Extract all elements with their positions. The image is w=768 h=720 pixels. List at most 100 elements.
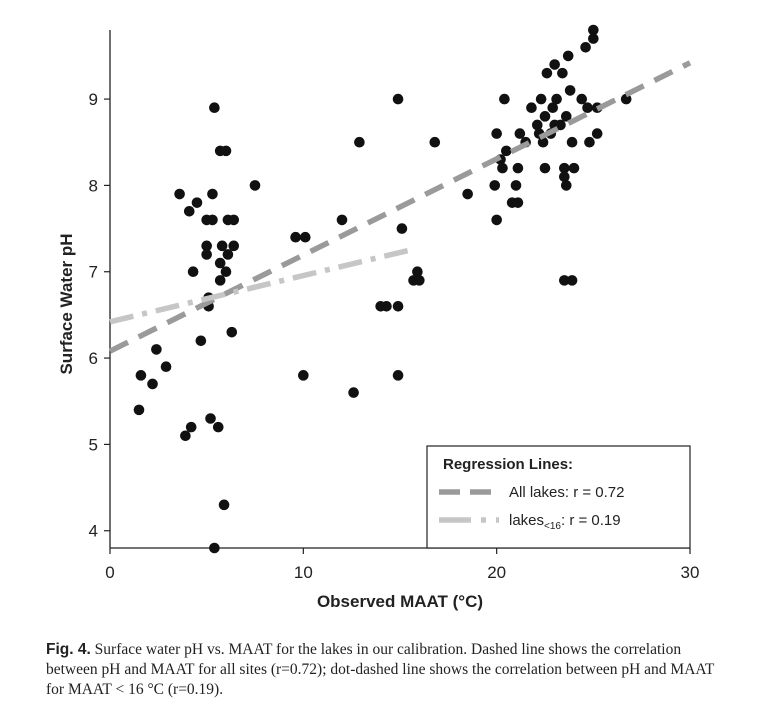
figure-caption: Fig. 4. Surface water pH vs. MAAT for th… [46, 640, 726, 700]
data-point [348, 387, 359, 398]
data-point [499, 93, 510, 105]
data-point [559, 275, 570, 286]
data-point [560, 180, 572, 191]
data-point [489, 180, 501, 191]
data-point [512, 197, 524, 208]
regression-lines [108, 60, 692, 354]
data-point [201, 240, 212, 252]
data-point [539, 111, 551, 122]
x-tick-label: 20 [487, 563, 506, 582]
data-point [555, 119, 566, 131]
data-point [566, 136, 578, 148]
data-point [174, 188, 185, 200]
data-point [220, 145, 232, 157]
legend-title: Regression Lines: [443, 456, 573, 473]
y-tick-label: 7 [89, 263, 98, 282]
data-point [354, 136, 365, 148]
data-point [381, 300, 392, 312]
legend: Regression Lines: All lakes: r = 0.72 lake… [426, 445, 691, 549]
data-point [151, 344, 162, 355]
data-point [205, 413, 216, 424]
data-point [557, 67, 568, 79]
data-point [560, 111, 572, 122]
regression-line [109, 247, 411, 325]
data-point [588, 33, 599, 44]
data-point [396, 223, 408, 234]
data-point [212, 421, 224, 433]
data-point [414, 275, 425, 286]
data-point [191, 197, 203, 208]
data-point [249, 180, 261, 191]
data-point [209, 102, 220, 113]
data-point [195, 335, 207, 347]
y-tick-label: 5 [89, 435, 98, 454]
data-point [512, 162, 524, 174]
x-tick-label: 10 [294, 563, 313, 582]
data-point [547, 102, 559, 113]
data-point [537, 136, 549, 148]
data-point [541, 67, 553, 79]
data-point [584, 136, 595, 148]
y-tick-label: 4 [89, 522, 98, 541]
y-tick-label: 9 [89, 90, 98, 109]
data-point [564, 85, 576, 96]
data-point [226, 326, 238, 338]
data-point [412, 266, 423, 278]
data-point [510, 180, 522, 191]
data-point [228, 240, 240, 252]
data-point [591, 128, 603, 139]
data-point [566, 275, 578, 286]
data-point [491, 214, 502, 226]
data-point [535, 93, 547, 105]
data-point [526, 102, 537, 113]
data-point [539, 162, 551, 174]
data-point [290, 231, 301, 243]
data-point [201, 249, 212, 260]
data-point [497, 162, 508, 174]
data-point [531, 119, 543, 131]
axes: 0 10 20 30 4 5 6 7 8 9 Observed MAAT (°C) Surface W… [57, 30, 699, 611]
data-point [220, 266, 232, 278]
data-point [135, 370, 147, 381]
data-points [133, 24, 632, 554]
data-point [228, 214, 240, 226]
data-point [214, 275, 226, 286]
data-point [298, 370, 309, 381]
scatter-chart: 0 10 20 30 4 5 6 7 8 9 Observed MAAT (°C) Surface W… [57, 24, 699, 611]
legend-box [426, 445, 691, 549]
data-point [222, 249, 234, 260]
data-point [392, 370, 404, 381]
data-point [209, 542, 220, 554]
data-point [183, 206, 195, 217]
data-point [147, 378, 158, 390]
data-point [491, 128, 502, 139]
x-axis-title: Observed MAAT (°C) [317, 592, 483, 611]
x-tick-label: 0 [105, 563, 114, 582]
data-point [133, 404, 145, 416]
data-point [551, 93, 562, 105]
data-point [429, 136, 441, 148]
data-point [576, 93, 588, 105]
data-point [582, 102, 593, 113]
data-point [187, 266, 199, 278]
data-point [392, 300, 404, 312]
data-point [568, 162, 580, 174]
data-point [207, 188, 218, 200]
caption-label: Fig. 4. [46, 641, 91, 658]
data-point [462, 188, 473, 200]
legend-label: All lakes: r = 0.72 [509, 484, 624, 501]
data-point [180, 430, 191, 442]
regression-line [108, 60, 692, 354]
legend-label: lakes<16: r = 0.19 [509, 512, 621, 532]
data-point [559, 171, 570, 183]
data-point [588, 24, 599, 36]
data-point [514, 128, 526, 139]
data-point [160, 361, 172, 373]
data-point [214, 257, 226, 269]
data-point [299, 231, 311, 243]
data-point [559, 162, 570, 174]
y-axis-title: Surface Water pH [57, 233, 76, 374]
y-tick-label: 6 [89, 349, 98, 368]
x-tick-label: 30 [681, 563, 700, 582]
data-point [549, 59, 560, 70]
